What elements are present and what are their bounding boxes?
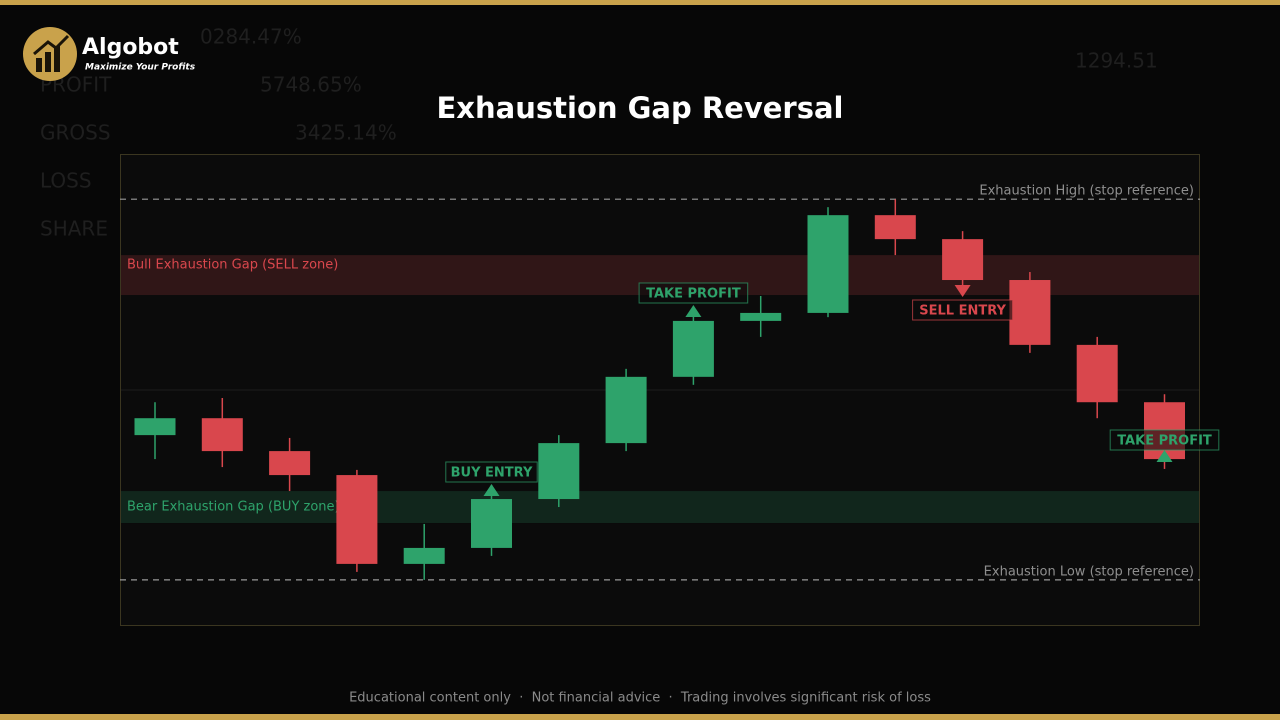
annotation-label: TAKE PROFIT	[646, 287, 741, 302]
annotation-box	[638, 282, 749, 304]
chart-title: Exhaustion Gap Reversal	[437, 91, 844, 125]
logo-bar	[54, 46, 60, 72]
logo-arrow	[33, 34, 70, 56]
candle-body	[1009, 280, 1051, 345]
bottom-border	[0, 714, 1280, 720]
candle-body	[942, 239, 984, 281]
footer-disclaimer: Educational content only · Not financial…	[349, 691, 931, 706]
zone-label: Bull Exhaustion Gap (SELL zone)	[127, 258, 338, 273]
background-text: 1294.51	[1075, 49, 1158, 73]
annotation-box	[912, 299, 1014, 321]
candle-body	[740, 312, 782, 321]
logo-bar	[36, 58, 42, 72]
annotation-label: SELL ENTRY	[919, 304, 1006, 319]
stop-level-label: Exhaustion High (stop reference)	[979, 184, 1194, 199]
background-text: SHARE	[40, 217, 108, 241]
candle-body	[201, 418, 243, 452]
brand-name: Algobot	[82, 35, 179, 60]
plot-group: Bull Exhaustion Gap (SELL zone) Bear Exha…	[120, 184, 1220, 581]
logo-bars	[33, 34, 70, 72]
background-text: 5748.65%	[260, 73, 362, 97]
top-border	[0, 0, 1280, 5]
candle-body	[1076, 344, 1118, 403]
candle-body	[134, 418, 176, 436]
zone-label: Bear Exhaustion Gap (BUY zone)	[127, 500, 340, 515]
candle-body	[403, 547, 445, 564]
background-text-group: 0284.47%PROFIT 5748.65%GROSS 3425.14%LOSSS…	[40, 25, 1158, 241]
brand-tagline: Maximize Your Profits	[85, 63, 196, 73]
background-text: 3425.14%	[295, 121, 397, 145]
gap-zone	[121, 491, 1199, 524]
background-text: GROSS	[40, 121, 111, 145]
stop-level-label: Exhaustion Low (stop reference)	[984, 564, 1194, 579]
annotation-arrow	[954, 285, 971, 297]
candle-body	[269, 451, 311, 476]
candle-body	[605, 376, 647, 444]
annotation-arrow	[685, 305, 702, 317]
candle-body	[672, 320, 714, 377]
candle-body	[336, 475, 378, 564]
candle-body	[874, 215, 916, 240]
annotation-arrow	[483, 484, 500, 496]
annotation-label: BUY ENTRY	[451, 466, 533, 481]
annotation-label: TAKE PROFIT	[1117, 434, 1212, 449]
background-text: LOSS	[40, 169, 92, 193]
candle-body	[538, 443, 580, 500]
annotation-box	[445, 461, 538, 483]
logo-bar	[45, 52, 51, 72]
annotation-arrow	[1156, 450, 1173, 462]
candle-body	[807, 215, 849, 313]
candle-body	[471, 499, 512, 548]
background-text: 0284.47%	[200, 25, 302, 49]
